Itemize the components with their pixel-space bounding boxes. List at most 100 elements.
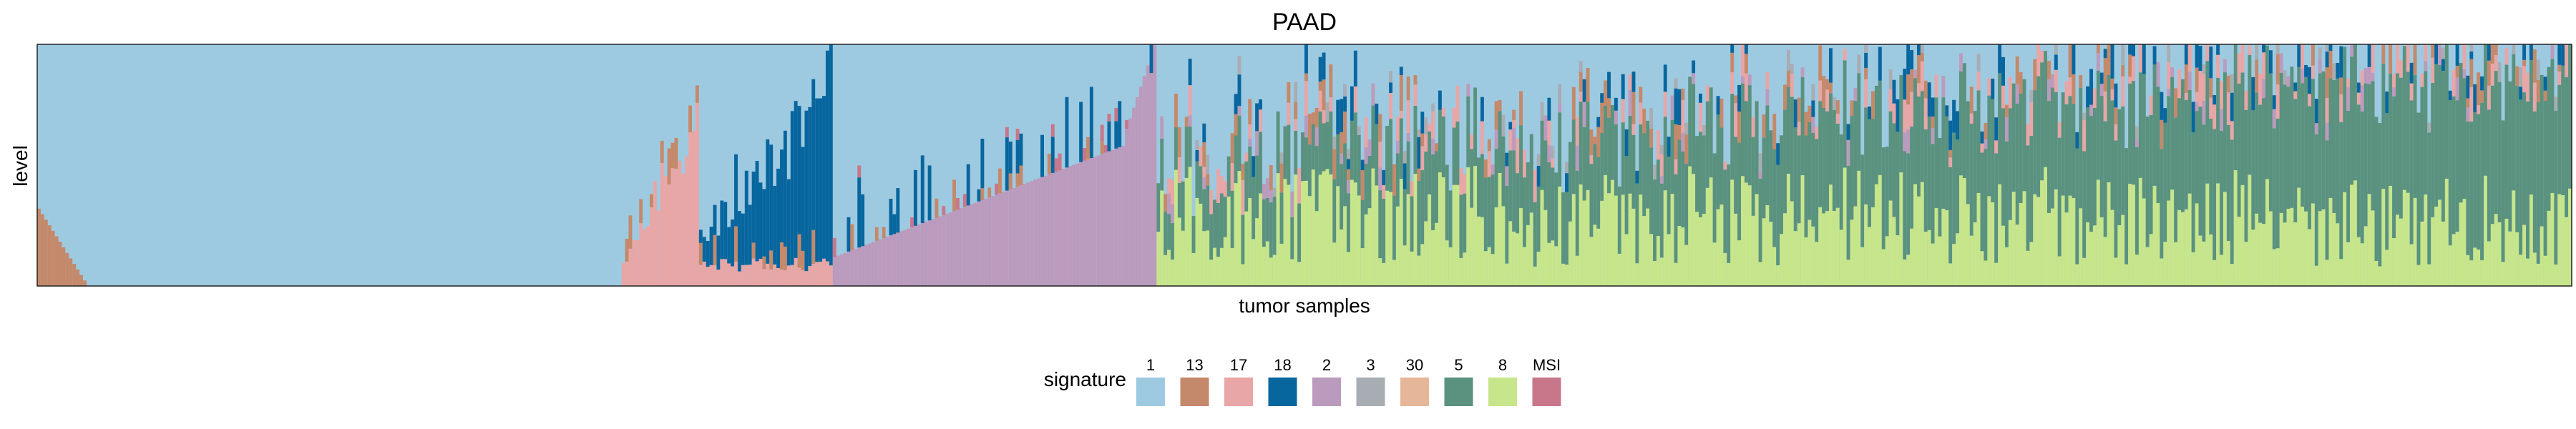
bar-segment-2 bbox=[1040, 177, 1045, 286]
bar-segment-13 bbox=[2522, 59, 2527, 66]
legend-label-3: 3 bbox=[1366, 356, 1375, 374]
bar-segment-13 bbox=[2477, 72, 2481, 106]
x-axis-label: tumor samples bbox=[1239, 295, 1370, 317]
bar-segment-1 bbox=[213, 44, 218, 286]
bar-segment-5 bbox=[1846, 165, 1851, 260]
bar-segment-17 bbox=[2248, 45, 2252, 55]
bar-segment-17 bbox=[2477, 105, 2481, 114]
bar-segment-2 bbox=[2346, 87, 2351, 111]
bar-segment-2 bbox=[1906, 129, 1911, 154]
bar-segment-5 bbox=[1881, 147, 1886, 250]
bar-segment-13 bbox=[62, 247, 66, 286]
bar-segment-3 bbox=[2554, 97, 2558, 112]
legend: 1 13 17 18 2 3 30 5 8 MSI bbox=[1136, 356, 1561, 406]
bar-segment-8 bbox=[1540, 189, 1545, 286]
bar-segment-13 bbox=[1719, 98, 1724, 128]
bar-segment-5 bbox=[1631, 134, 1636, 209]
bar-segment-8 bbox=[2318, 211, 2323, 286]
bar-segment-5 bbox=[2431, 82, 2435, 217]
bar-segment-18 bbox=[1952, 99, 1956, 133]
bar-segment-1 bbox=[1448, 44, 1453, 286]
bar-segment-5 bbox=[2339, 122, 2343, 260]
bar-segment-2 bbox=[1628, 89, 1633, 116]
bar-segment-msi bbox=[1083, 148, 1087, 161]
bar-segment-1 bbox=[836, 44, 841, 286]
bar-segment-18 bbox=[2216, 44, 2220, 55]
bar-segment-18 bbox=[2304, 64, 2308, 77]
bar-segment-18 bbox=[1892, 79, 1897, 104]
bar-segment-msi bbox=[1103, 144, 1108, 153]
bar-segment-2 bbox=[949, 212, 953, 286]
bar-segment-2 bbox=[959, 208, 964, 286]
bar-segment-17 bbox=[2469, 87, 2474, 122]
bar-segment-1 bbox=[301, 44, 306, 286]
bar-segment-2 bbox=[2314, 123, 2319, 134]
bar-segment-8 bbox=[1367, 208, 1372, 286]
bar-segment-8 bbox=[1357, 195, 1362, 286]
bar-segment-18 bbox=[1234, 94, 1239, 114]
bar-segment-17 bbox=[2462, 44, 2467, 69]
bar-segment-5 bbox=[2167, 96, 2171, 201]
bar-segment-8 bbox=[1888, 200, 1893, 286]
bar-segment-1 bbox=[298, 44, 302, 286]
bar-segment-18 bbox=[1347, 159, 1351, 169]
bar-segment-18 bbox=[1065, 97, 1069, 168]
bar-segment-13 bbox=[1571, 87, 1576, 120]
bar-segment-17 bbox=[688, 132, 693, 286]
bar-segment-5 bbox=[1163, 212, 1168, 255]
bar-segment-8 bbox=[1976, 192, 1981, 286]
bar-segment-17 bbox=[1920, 61, 1925, 92]
bar-segment-5 bbox=[1934, 97, 1939, 208]
bar-segment-8 bbox=[1631, 208, 1636, 286]
bar-segment-17 bbox=[737, 271, 742, 286]
bar-segment-18 bbox=[1994, 117, 1999, 141]
bar-segment-5 bbox=[1491, 174, 1496, 255]
bar-segment-13 bbox=[69, 258, 73, 286]
bar-segment-5 bbox=[1941, 97, 1946, 209]
bar-segment-1 bbox=[283, 44, 288, 286]
bar-segment-3 bbox=[1786, 49, 1791, 71]
bar-segment-5 bbox=[1343, 143, 1347, 207]
bar-segment-3 bbox=[1325, 102, 1330, 122]
bar-segment-1 bbox=[579, 44, 584, 286]
bar-segment-13 bbox=[2103, 58, 2108, 92]
bar-segment-13 bbox=[998, 168, 1002, 194]
bar-segment-17 bbox=[2504, 48, 2509, 65]
bar-segment-18 bbox=[819, 98, 823, 262]
bar-segment-1 bbox=[44, 44, 49, 286]
bar-segment-5 bbox=[1181, 181, 1186, 231]
bar-segment-13 bbox=[2255, 59, 2259, 93]
bar-segment-18 bbox=[776, 168, 781, 269]
bar-segment-8 bbox=[1649, 234, 1654, 286]
bar-segment-1 bbox=[917, 44, 922, 286]
bar-segment-1 bbox=[530, 44, 535, 286]
bar-segment-5 bbox=[2275, 118, 2280, 249]
bar-segment-msi bbox=[962, 194, 967, 207]
bar-segment-2 bbox=[2371, 72, 2376, 82]
bar-segment-5 bbox=[2367, 84, 2372, 194]
bar-segment-17 bbox=[1923, 98, 1928, 129]
bar-segment-13 bbox=[2195, 67, 2200, 92]
bar-segment-17 bbox=[625, 261, 630, 286]
bar-segment-1 bbox=[544, 44, 548, 286]
bar-segment-1 bbox=[364, 44, 369, 286]
bar-segment-5 bbox=[2304, 77, 2308, 212]
bar-segment-1 bbox=[474, 44, 478, 286]
bar-segment-2 bbox=[885, 237, 890, 286]
bar-segment-2 bbox=[2202, 100, 2206, 125]
bar-segment-8 bbox=[1783, 213, 1787, 286]
bar-segment-5 bbox=[1540, 120, 1545, 190]
bar-segment-5 bbox=[1523, 177, 1527, 247]
bar-segment-5 bbox=[2420, 87, 2424, 222]
bar-segment-17 bbox=[1230, 162, 1235, 191]
bar-segment-8 bbox=[1413, 174, 1418, 286]
bar-segment-1 bbox=[639, 44, 643, 286]
bar-segment-18 bbox=[1600, 93, 1604, 103]
bar-segment-5 bbox=[2015, 104, 2020, 225]
bar-segment-17 bbox=[2308, 94, 2312, 107]
bar-segment-1 bbox=[414, 44, 418, 286]
bar-segment-18 bbox=[702, 237, 707, 262]
bar-segment-1 bbox=[1223, 44, 1228, 286]
bar-segment-5 bbox=[1667, 157, 1672, 235]
bar-segment-2 bbox=[864, 245, 869, 286]
